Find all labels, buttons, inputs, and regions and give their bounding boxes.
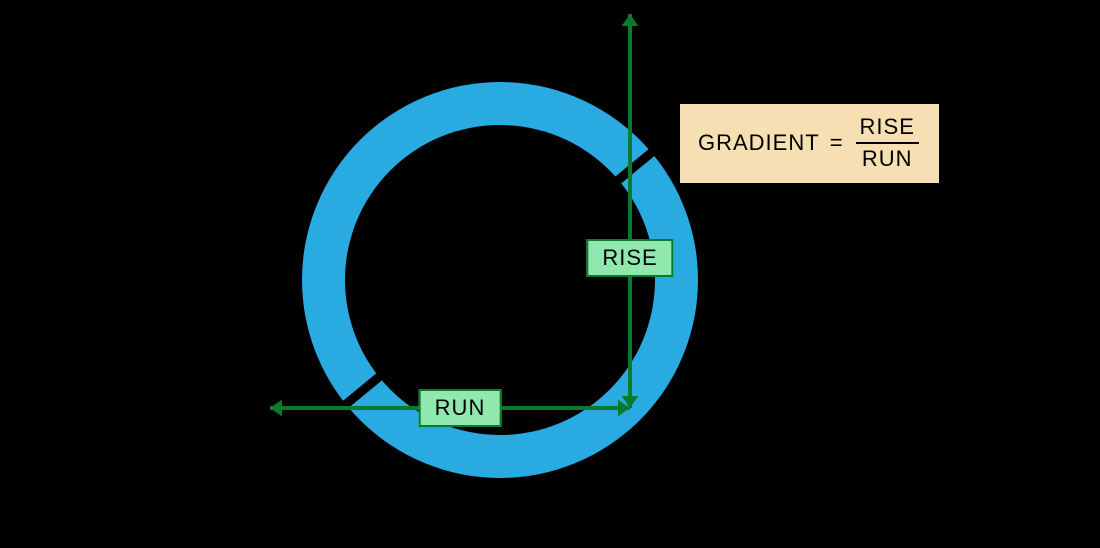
diagram-canvas: RISE RUN GRADIENT = RISE RUN [0, 0, 1100, 548]
formula-numerator: RISE [854, 114, 921, 142]
diagram-svg [0, 0, 1100, 548]
formula-lhs: GRADIENT [698, 130, 820, 156]
formula-fraction: RISE RUN [854, 114, 921, 173]
run-label: RUN [419, 389, 502, 427]
gradient-formula: GRADIENT = RISE RUN [678, 102, 941, 185]
formula-denominator: RUN [856, 142, 919, 172]
rise-label: RISE [586, 239, 673, 277]
formula-eq: = [830, 130, 844, 156]
